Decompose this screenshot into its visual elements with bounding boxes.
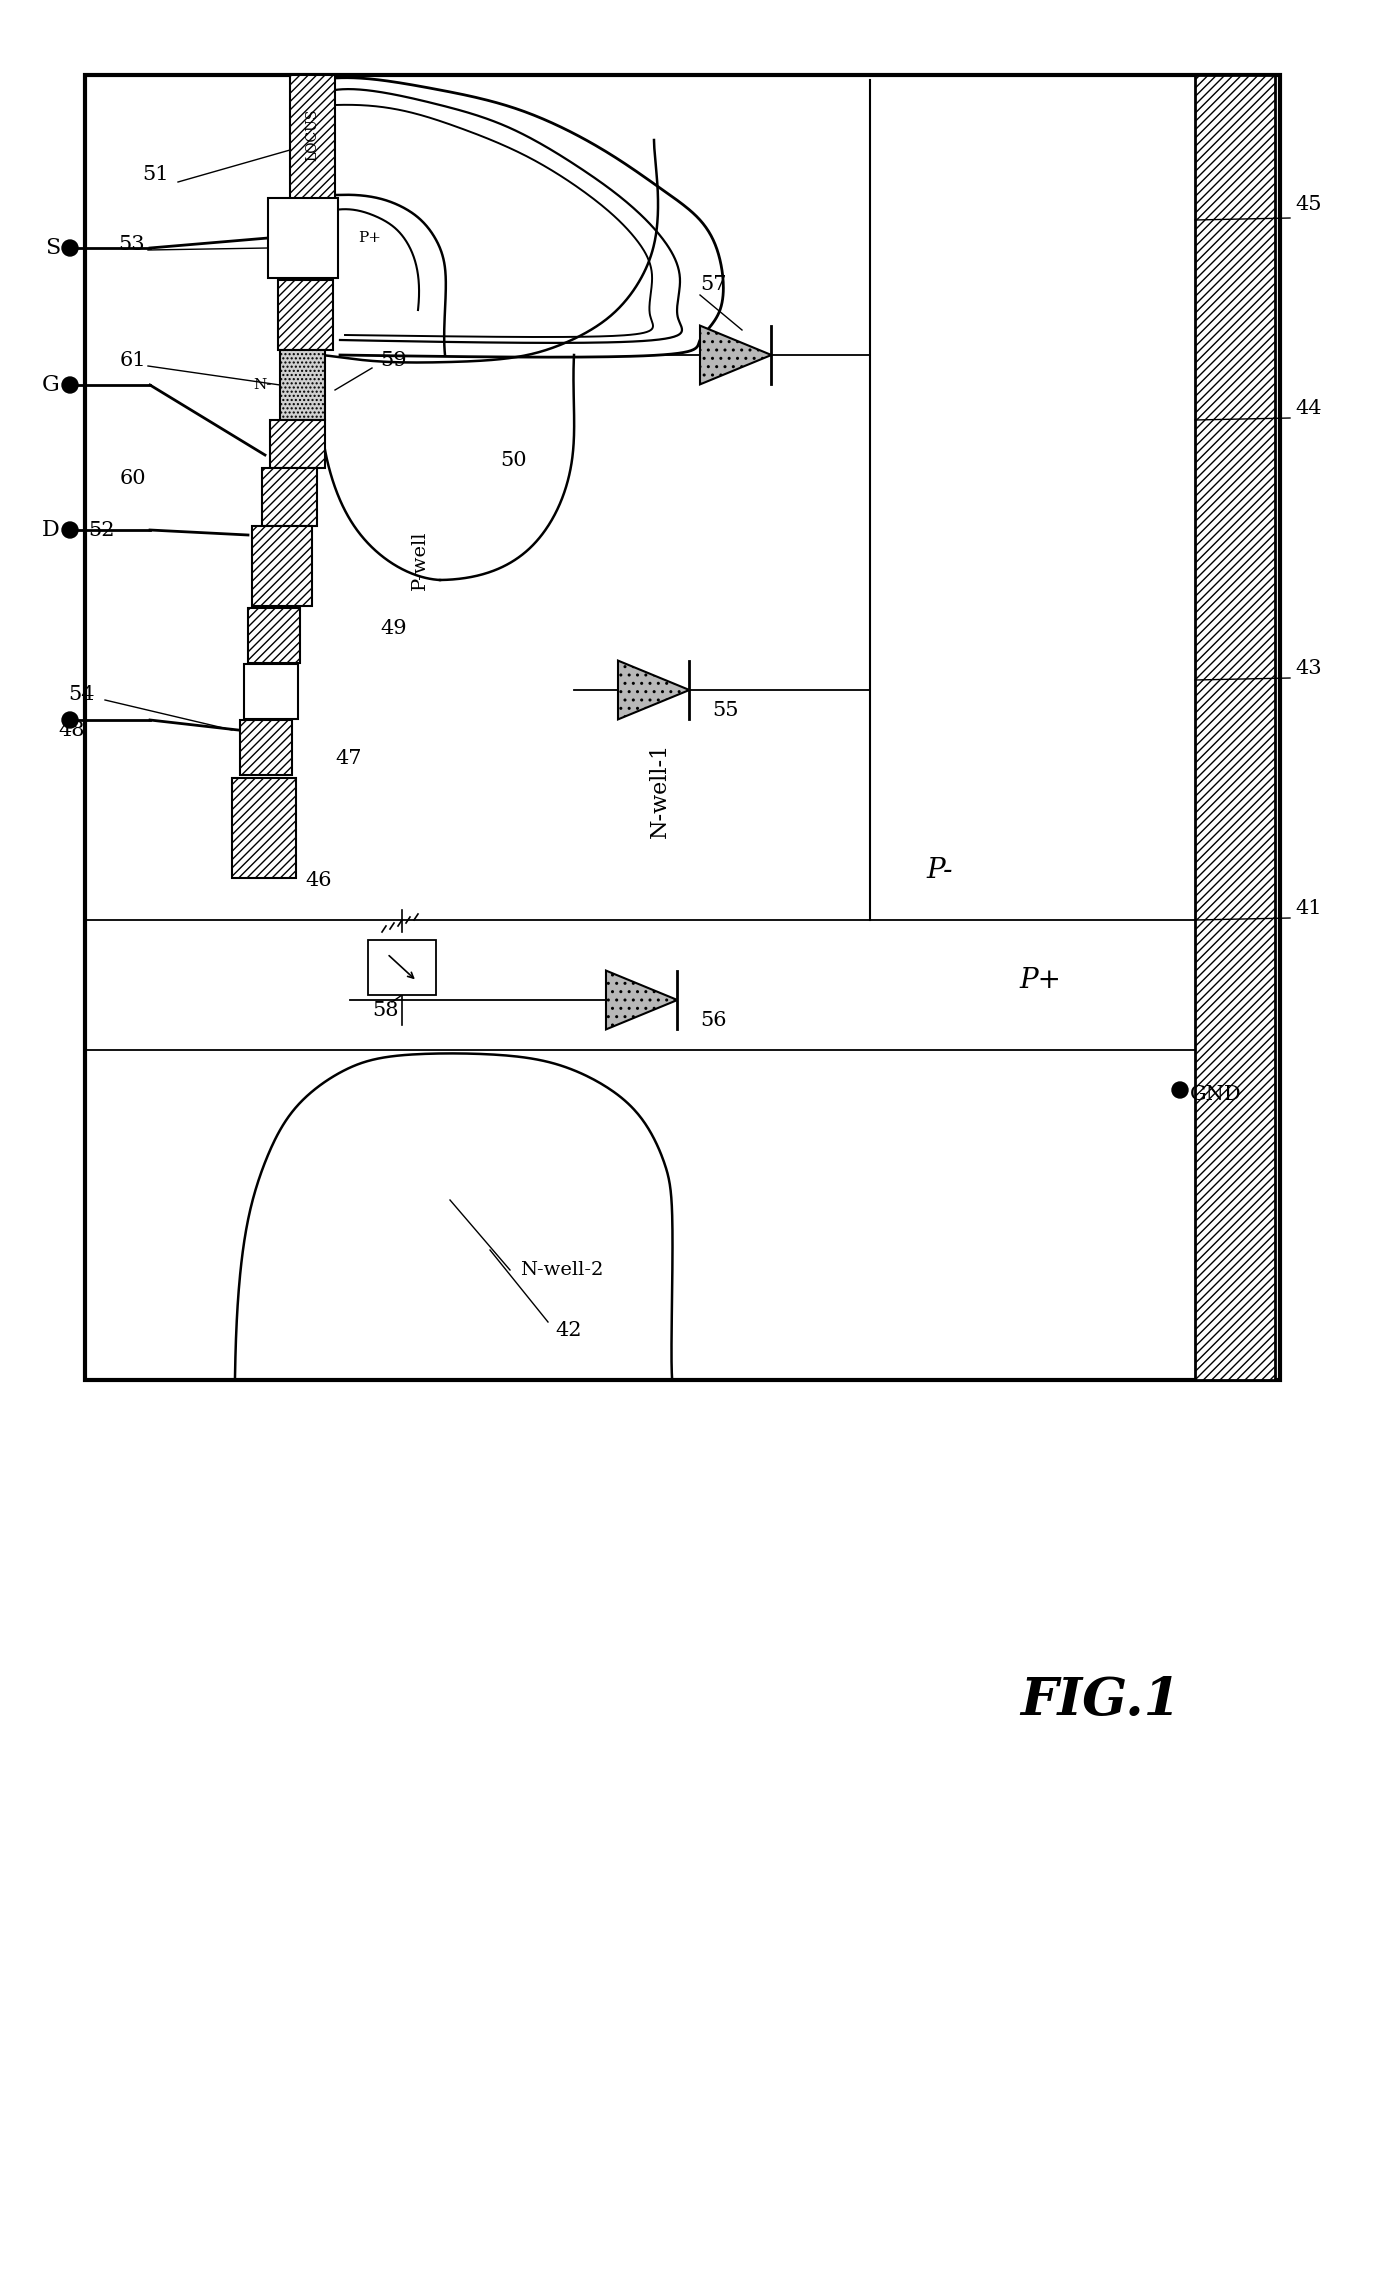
Bar [248, 608, 300, 663]
Text: 60: 60 [119, 467, 147, 488]
Text: 57: 57 [700, 275, 726, 295]
Text: P-: P- [927, 855, 954, 883]
Text: 61: 61 [119, 349, 147, 370]
Text: GND: GND [1190, 1085, 1242, 1105]
Bar [85, 75, 1280, 1380]
Text: N++: N++ [298, 300, 311, 331]
Text: 46: 46 [305, 871, 332, 889]
Circle shape [62, 241, 78, 256]
Text: G: G [42, 374, 60, 397]
Bar [1195, 75, 1276, 1380]
Circle shape [62, 712, 78, 728]
Text: LOCOS: LOCOS [291, 422, 303, 465]
Text: 45: 45 [1295, 195, 1321, 216]
Text: 52: 52 [87, 520, 114, 540]
Polygon shape [607, 971, 677, 1030]
Bar [368, 939, 436, 996]
Text: LOCUS: LOCUS [305, 109, 319, 161]
Text: N++: N++ [260, 731, 272, 762]
Circle shape [62, 377, 78, 393]
Bar [290, 75, 335, 200]
Text: N-: N- [254, 379, 272, 393]
Text: 56: 56 [700, 1010, 726, 1030]
Text: N++: N++ [268, 619, 280, 651]
Text: P+: P+ [1019, 967, 1060, 994]
Bar [278, 279, 333, 349]
Text: 50: 50 [500, 452, 526, 470]
Text: P++: P++ [265, 676, 278, 706]
Circle shape [1171, 1082, 1188, 1098]
Text: 51: 51 [142, 166, 168, 184]
Text: D: D [42, 520, 60, 540]
Bar [280, 349, 325, 420]
Text: 44: 44 [1295, 399, 1321, 417]
Text: 49: 49 [380, 619, 407, 638]
Text: 43: 43 [1295, 658, 1321, 678]
Text: P-well: P-well [411, 531, 429, 590]
Text: 54: 54 [68, 685, 94, 703]
Text: 42: 42 [555, 1321, 582, 1339]
Text: 41: 41 [1295, 899, 1321, 917]
Bar [262, 467, 316, 526]
Polygon shape [700, 324, 772, 383]
Text: P++: P++ [287, 231, 319, 245]
Text: P+: P+ [358, 231, 380, 245]
Text: 53: 53 [118, 236, 144, 254]
Text: LOCOS: LOCOS [260, 808, 269, 849]
Circle shape [62, 522, 78, 538]
Text: 58: 58 [372, 1001, 398, 1019]
Text: N-well-2: N-well-2 [520, 1262, 604, 1280]
Text: 59: 59 [380, 349, 407, 370]
Bar [253, 526, 312, 606]
Text: LOCOS: LOCOS [278, 545, 287, 588]
Text: 47: 47 [335, 749, 361, 767]
Text: 48: 48 [58, 722, 85, 740]
Text: 55: 55 [712, 701, 738, 719]
Polygon shape [618, 660, 690, 719]
Text: N-well-1: N-well-1 [650, 742, 670, 837]
Bar [271, 420, 325, 467]
Text: N++: N++ [283, 481, 296, 513]
Bar [268, 197, 339, 279]
Bar [240, 719, 291, 776]
Text: FIG.1: FIG.1 [1020, 1675, 1180, 1724]
Text: S: S [44, 236, 60, 259]
Bar [244, 665, 298, 719]
Bar [232, 778, 296, 878]
